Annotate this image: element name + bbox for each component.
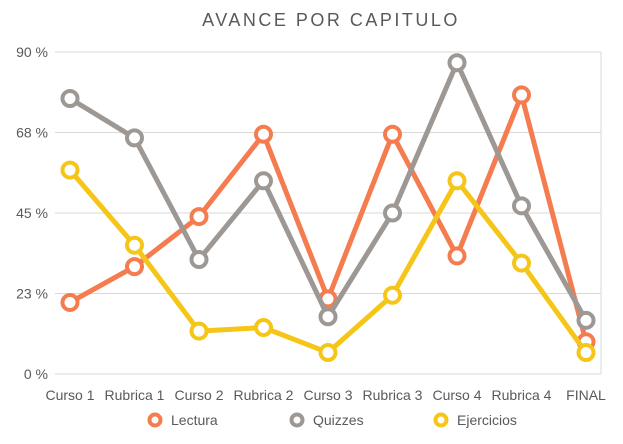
- data-point: [125, 257, 144, 277]
- data-point: [383, 203, 402, 223]
- legend-marker: [147, 412, 163, 428]
- legend-label: Ejercicios: [457, 412, 517, 428]
- x-tick-label: Rubrica 1: [105, 387, 165, 403]
- data-point: [254, 317, 273, 337]
- data-point: [60, 160, 80, 180]
- series-line: [67, 60, 589, 323]
- data-point: [383, 124, 402, 144]
- data-point: [512, 253, 531, 273]
- y-tick-label: 90 %: [16, 44, 48, 60]
- y-axis-tick-labels: 0 % 23 % 45 % 68 % 90 %: [16, 44, 48, 382]
- data-point: [189, 321, 209, 341]
- data-point: [125, 235, 144, 255]
- x-tick-label: Curso 1: [45, 387, 94, 403]
- legend-label: Quizzes: [313, 412, 364, 428]
- series-lines: [60, 53, 596, 363]
- legend-item-lectura: Lectura: [147, 412, 218, 428]
- legend: Lectura Quizzes Ejercicios: [147, 412, 517, 428]
- data-point: [576, 310, 596, 330]
- y-tick-label: 23 %: [16, 286, 48, 302]
- data-point: [189, 250, 209, 270]
- x-tick-label: Curso 3: [303, 387, 352, 403]
- y-tick-label: 0 %: [24, 366, 48, 382]
- series-lectura: [60, 85, 596, 352]
- x-tick-label: FINAL: [566, 387, 606, 403]
- legend-label: Lectura: [171, 412, 218, 428]
- x-tick-label: Rubrica 3: [363, 387, 423, 403]
- series-ejercicios: [60, 160, 596, 363]
- data-point: [60, 89, 80, 109]
- x-tick-label: Rubrica 4: [492, 387, 552, 403]
- data-point: [254, 171, 273, 191]
- data-point: [125, 128, 144, 148]
- data-point: [318, 343, 338, 363]
- legend-item-ejercicios: Ejercicios: [433, 412, 517, 428]
- x-tick-label: Curso 4: [432, 387, 481, 403]
- data-point: [383, 285, 402, 305]
- data-point: [189, 207, 209, 227]
- legend-marker: [433, 412, 449, 428]
- y-tick-label: 68 %: [16, 125, 48, 141]
- series-quizzes: [60, 53, 596, 330]
- legend-item-quizzes: Quizzes: [289, 412, 364, 428]
- chart-title: AVANCE POR CAPITULO: [202, 10, 460, 30]
- data-point: [512, 196, 531, 216]
- data-point: [254, 124, 273, 144]
- legend-marker: [289, 412, 305, 428]
- x-axis-tick-labels: Curso 1 Rubrica 1 Curso 2 Rubrica 2 Curso 3 R…: [45, 387, 606, 403]
- y-tick-label: 45 %: [16, 205, 48, 221]
- x-tick-label: Rubrica 2: [234, 387, 294, 403]
- data-point: [447, 171, 467, 191]
- data-point: [512, 85, 531, 105]
- data-point: [576, 343, 596, 363]
- data-point: [318, 307, 338, 327]
- data-point: [447, 246, 467, 266]
- data-point: [447, 53, 467, 73]
- data-point: [60, 292, 80, 312]
- gridlines: [55, 51, 602, 375]
- x-tick-label: Curso 2: [174, 387, 223, 403]
